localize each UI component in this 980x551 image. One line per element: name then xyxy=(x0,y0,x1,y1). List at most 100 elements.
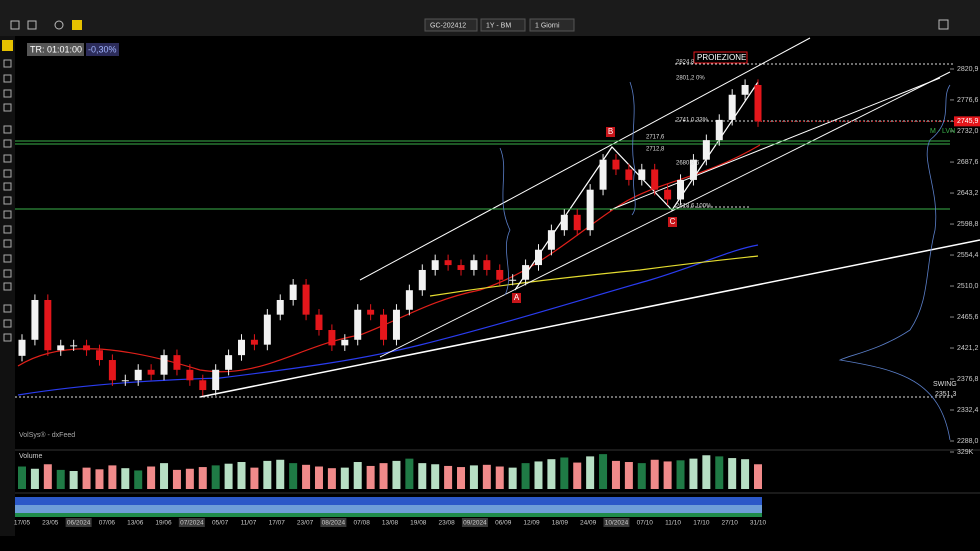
volume-bar xyxy=(224,463,233,489)
x-tick-label: 10/2024 xyxy=(605,520,629,527)
candle-body xyxy=(431,260,439,270)
tool[interactable] xyxy=(3,182,12,191)
volume-bar xyxy=(611,460,620,489)
candle-body xyxy=(599,159,607,190)
volume-bar xyxy=(689,458,698,489)
candle-body xyxy=(173,355,181,370)
candle-body xyxy=(638,169,646,180)
volume-bar xyxy=(147,466,156,489)
range-dropdown[interactable] xyxy=(480,18,526,32)
candle-body xyxy=(522,265,530,280)
top-icons xyxy=(10,19,949,30)
symbol: GC-202412 xyxy=(430,22,466,29)
volume-bar xyxy=(547,459,556,489)
candle-body xyxy=(728,94,736,120)
x-tick-label: 23/07 xyxy=(297,520,314,527)
timer-box xyxy=(27,43,84,56)
volume-bar xyxy=(508,467,517,489)
volume-bar xyxy=(211,465,220,489)
tool[interactable] xyxy=(3,89,12,98)
candle-body xyxy=(31,299,39,340)
volume-bar xyxy=(314,466,323,489)
volume-bar xyxy=(482,464,491,489)
volume-bar xyxy=(444,465,453,489)
candle-body xyxy=(70,345,78,347)
candle-body xyxy=(238,339,246,356)
x-tick-label: 13/06 xyxy=(127,520,144,527)
y-tick-label: 2598,8 xyxy=(957,221,979,228)
tool[interactable] xyxy=(3,319,12,328)
candle-body xyxy=(444,260,452,266)
x-tick-label: 23/05 xyxy=(42,520,59,527)
annotation: 2717,6 xyxy=(646,135,665,141)
tool[interactable] xyxy=(3,139,12,148)
timer: TR: 01:01:00 xyxy=(30,44,82,54)
tool[interactable] xyxy=(3,196,12,205)
y-tick-label: 2643,2 xyxy=(957,190,979,197)
x-tick-label: 07/10 xyxy=(637,520,654,527)
y-tick-label: 2732,0 xyxy=(957,128,979,135)
tool[interactable] xyxy=(3,225,12,234)
icon[interactable] xyxy=(10,20,20,30)
icon[interactable] xyxy=(938,19,949,30)
candle-body xyxy=(405,290,413,310)
volume-bar xyxy=(327,468,336,489)
volume-profile xyxy=(629,81,636,216)
volume-bar xyxy=(754,464,762,489)
month-box xyxy=(65,518,92,527)
x-tick-label: 13/08 xyxy=(382,520,399,527)
moving-average xyxy=(17,244,759,396)
icon[interactable] xyxy=(54,20,64,30)
volume-bar xyxy=(121,468,130,489)
candle-body xyxy=(367,309,375,315)
delta-row xyxy=(15,497,762,505)
icon[interactable] xyxy=(72,20,82,30)
trend-line xyxy=(199,239,980,398)
tool[interactable] xyxy=(3,282,12,291)
last-price-tag xyxy=(954,116,980,127)
volume-bar xyxy=(676,460,685,489)
tool[interactable] xyxy=(3,304,12,313)
pivot-box xyxy=(512,293,521,303)
change: -0,30% xyxy=(88,44,117,54)
x-tick-label: 11/10 xyxy=(665,520,681,527)
volume-bar xyxy=(418,463,427,489)
volume-bar xyxy=(302,464,311,489)
candle-body xyxy=(560,214,568,231)
tool[interactable] xyxy=(3,59,12,68)
volume-bar xyxy=(108,465,117,489)
volume-bar xyxy=(469,465,478,489)
tool[interactable] xyxy=(3,125,12,134)
volume-bar xyxy=(624,462,633,489)
y-tick-label: 2332,4 xyxy=(957,407,979,414)
tool[interactable] xyxy=(3,210,12,219)
candle-body xyxy=(263,314,271,345)
volume-profile xyxy=(499,147,511,296)
volume-bar xyxy=(431,464,440,489)
candle-body xyxy=(625,169,633,180)
volume-bar xyxy=(276,459,285,489)
interval-dropdown[interactable] xyxy=(529,18,575,32)
tool-cursor[interactable] xyxy=(2,40,13,51)
volume-bar xyxy=(741,459,750,489)
tool[interactable] xyxy=(3,103,12,112)
tool[interactable] xyxy=(3,74,12,83)
volume-bar xyxy=(95,469,104,489)
x-tick-label: 06/2024 xyxy=(67,520,91,527)
tool[interactable] xyxy=(3,239,12,248)
candle-body xyxy=(18,339,26,356)
icon[interactable] xyxy=(27,20,37,30)
tool[interactable] xyxy=(3,154,12,163)
tool[interactable] xyxy=(3,254,12,263)
candle-body xyxy=(95,350,103,361)
candle-body xyxy=(754,84,762,122)
symbol-dropdown[interactable] xyxy=(424,18,478,32)
candle-body xyxy=(108,360,116,381)
x-tick-label: 17/07 xyxy=(269,520,286,527)
volume-bar xyxy=(30,468,39,489)
candle-body xyxy=(341,339,349,346)
tool[interactable] xyxy=(3,333,12,342)
tool[interactable] xyxy=(3,269,12,278)
volume-profile xyxy=(838,84,951,441)
tool[interactable] xyxy=(3,169,12,178)
